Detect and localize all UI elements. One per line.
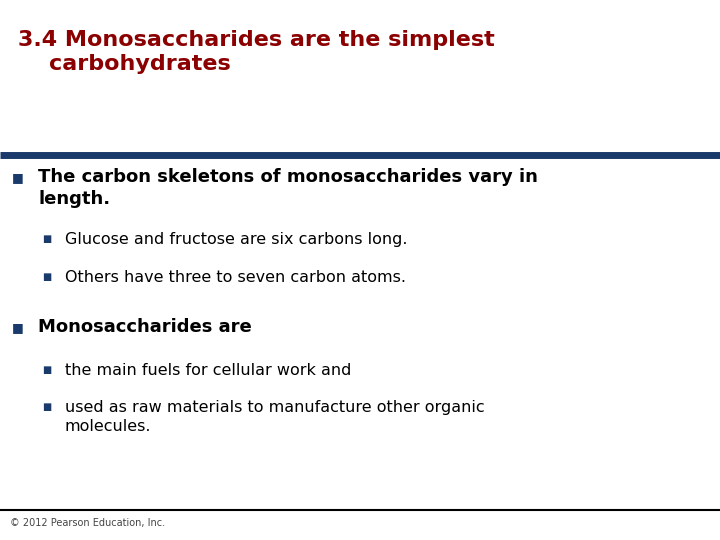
Text: ■: ■ [42, 234, 51, 244]
Text: Glucose and fructose are six carbons long.: Glucose and fructose are six carbons lon… [65, 232, 408, 247]
Text: The carbon skeletons of monosaccharides vary in
length.: The carbon skeletons of monosaccharides … [38, 168, 538, 208]
Text: 3.4 Monosaccharides are the simplest
    carbohydrates: 3.4 Monosaccharides are the simplest car… [18, 30, 495, 74]
Text: © 2012 Pearson Education, Inc.: © 2012 Pearson Education, Inc. [10, 518, 165, 528]
Text: ■: ■ [12, 321, 24, 334]
Text: used as raw materials to manufacture other organic
molecules.: used as raw materials to manufacture oth… [65, 400, 485, 434]
Text: ■: ■ [42, 365, 51, 375]
Text: ■: ■ [12, 171, 24, 184]
Text: Others have three to seven carbon atoms.: Others have three to seven carbon atoms. [65, 270, 406, 285]
Text: the main fuels for cellular work and: the main fuels for cellular work and [65, 363, 351, 378]
Text: ■: ■ [42, 402, 51, 412]
Text: ■: ■ [42, 272, 51, 282]
Text: Monosaccharides are: Monosaccharides are [38, 318, 252, 336]
